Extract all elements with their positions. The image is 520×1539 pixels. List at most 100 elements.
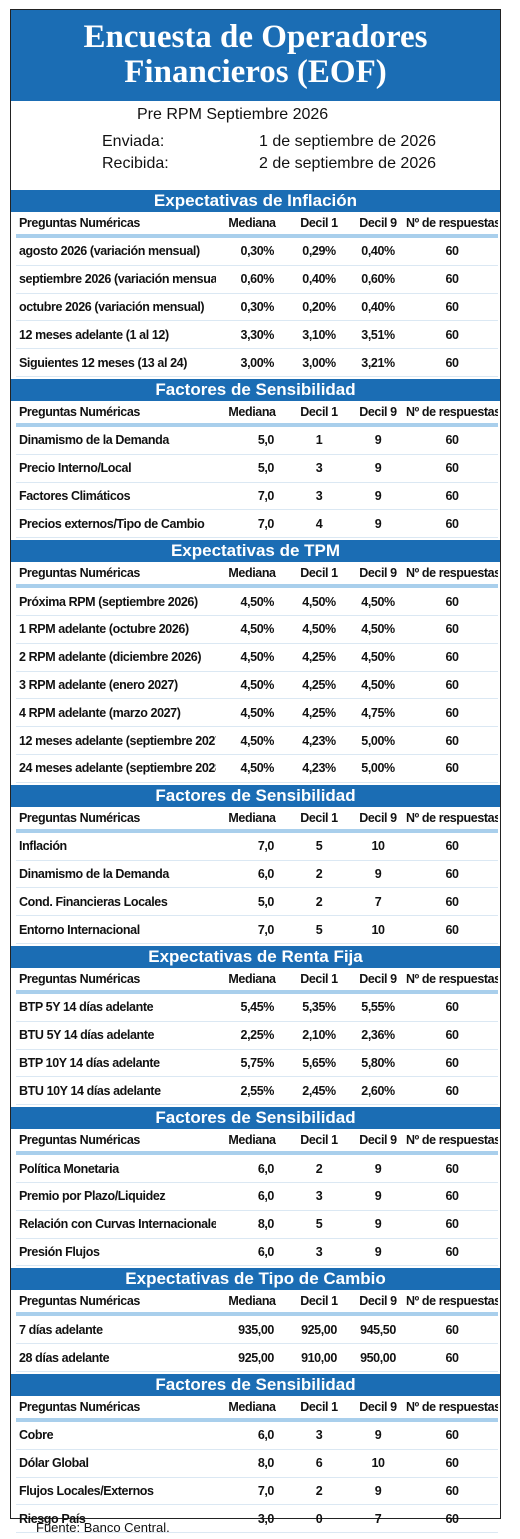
cell: 0,30% (216, 293, 288, 322)
cell: 945,50 (350, 1314, 406, 1345)
cell: 60 (406, 509, 498, 539)
cell: 60 (406, 424, 498, 455)
cell: 2 (288, 887, 350, 917)
sections: Expectativas de Inflación Preguntas Numér… (11, 190, 500, 1534)
section-title: Expectativas de Inflación (11, 190, 500, 212)
header-row: Preguntas Numéricas Mediana Decil 1 Decil 9… (16, 806, 498, 833)
cell: Dinamismo de la Demanda (16, 424, 216, 455)
column-header: Decil 9 (350, 212, 406, 238)
cell: 9 (350, 1477, 406, 1506)
row: Dinamismo de la Demanda 5,0 1 9 60 (16, 424, 498, 455)
row: Cond. Financieras Locales 5,0 2 7 60 (16, 887, 498, 917)
cell: 60 (406, 1343, 498, 1372)
cell: 4 RPM adelante (marzo 2027) (16, 698, 216, 728)
column-header: Decil 1 (288, 562, 350, 589)
cell: 60 (406, 1477, 498, 1506)
cell: 7,0 (216, 830, 288, 861)
meta: Pre RPM Septiembre 2026 Enviada: 1 de se… (11, 101, 500, 188)
cell: 10 (350, 1449, 406, 1478)
cell: 5,65% (288, 1049, 350, 1078)
cell: 950,00 (350, 1343, 406, 1372)
column-header: Decil 9 (350, 400, 406, 427)
cell: 2 RPM adelante (diciembre 2026) (16, 643, 216, 672)
sent-date: 1 de septiembre de 2026 (259, 133, 437, 150)
cell: 5,55% (350, 991, 406, 1022)
cell: Flujos Locales/Externos (16, 1477, 216, 1506)
cell: 9 (350, 1182, 406, 1211)
cell: Dólar Global (16, 1449, 216, 1478)
section-table: Preguntas Numéricas Mediana Decil 1 Decil 9… (16, 1290, 498, 1372)
header-row: Preguntas Numéricas Mediana Decil 1 Decil 9… (16, 1129, 498, 1156)
cell: 8,0 (216, 1449, 288, 1478)
cell: 6,0 (216, 1419, 288, 1450)
cell: 3 RPM adelante (enero 2027) (16, 671, 216, 700)
cell: BTU 10Y 14 días adelante (16, 1076, 216, 1106)
column-header: Mediana (216, 1395, 288, 1422)
sent-label: Enviada: (102, 133, 165, 150)
row: 24 meses adelante (septiembre 2028) 4,50%… (16, 754, 498, 783)
column-header: Decil 9 (350, 1290, 406, 1317)
cell: 60 (406, 236, 498, 266)
cell: 9 (350, 424, 406, 455)
cell: 6,0 (216, 1182, 288, 1211)
cell: 4,25% (288, 671, 350, 700)
cell: 4,25% (288, 643, 350, 672)
row: 2 RPM adelante (diciembre 2026) 4,50% 4,25… (16, 643, 498, 672)
received-label: Recibida: (102, 155, 169, 172)
cell: 9 (350, 1238, 406, 1267)
cell: 60 (406, 698, 498, 728)
cell: 2,45% (288, 1076, 350, 1106)
column-header: Decil 1 (288, 1395, 350, 1422)
cell: 4,50% (350, 615, 406, 644)
cell: Factores Climáticos (16, 482, 216, 511)
cell: 7,0 (216, 915, 288, 944)
cell: Inflación (16, 830, 216, 861)
row: Premio por Plazo/Liquidez 6,0 3 9 60 (16, 1182, 498, 1211)
thead: Preguntas Numéricas Mediana Decil 1 Decil 9… (16, 400, 498, 427)
column-header: Mediana (216, 212, 288, 238)
section-title: Expectativas de Tipo de Cambio (11, 1268, 500, 1291)
cell: 5,00% (350, 726, 406, 755)
header-row: Preguntas Numéricas Mediana Decil 1 Decil 9… (16, 562, 498, 589)
row: Entorno Internacional 7,0 5 10 60 (16, 915, 498, 944)
cell: 3 (288, 1182, 350, 1211)
thead: Preguntas Numéricas Mediana Decil 1 Decil 9… (16, 1395, 498, 1422)
cell: 4,50% (288, 615, 350, 644)
column-header: Nº de respuestas (406, 212, 498, 238)
cell: 60 (406, 1504, 498, 1534)
cell: 0,40% (350, 236, 406, 266)
cell: 60 (406, 1049, 498, 1078)
cell: 4,50% (216, 698, 288, 728)
cell: 4,50% (350, 671, 406, 700)
cell: 60 (406, 1021, 498, 1050)
cell: 3 (288, 1419, 350, 1450)
column-header: Nº de respuestas (406, 562, 498, 589)
tbody: agosto 2026 (variación mensual) 0,30% 0,29… (16, 236, 498, 377)
thead: Preguntas Numéricas Mediana Decil 1 Decil 9… (16, 1290, 498, 1317)
cell: 0,40% (350, 293, 406, 322)
cell: 6,0 (216, 860, 288, 889)
cell: 60 (406, 1314, 498, 1345)
cell: BTP 5Y 14 días adelante (16, 991, 216, 1022)
row: Cobre 6,0 3 9 60 (16, 1419, 498, 1450)
cell: 60 (406, 586, 498, 616)
column-header: Decil 9 (350, 1395, 406, 1422)
cell: 9 (350, 482, 406, 511)
thead: Preguntas Numéricas Mediana Decil 1 Decil 9… (16, 1129, 498, 1156)
cell: 9 (350, 1153, 406, 1183)
cell: 7 (350, 1504, 406, 1534)
cell: septiembre 2026 (variación mensual) (16, 265, 216, 294)
cell: 4,50% (216, 754, 288, 783)
tbody: Cobre 6,0 3 9 60 Dólar Global 8,0 6 10 60 Flujos L… (16, 1419, 498, 1534)
column-header: Decil 1 (288, 212, 350, 238)
cell: 60 (406, 454, 498, 483)
cell: 910,00 (288, 1343, 350, 1372)
header-row: Preguntas Numéricas Mediana Decil 1 Decil 9… (16, 967, 498, 994)
cell: 60 (406, 830, 498, 861)
cell: 925,00 (216, 1343, 288, 1372)
cell: Cobre (16, 1419, 216, 1450)
tbody: Próxima RPM (septiembre 2026) 4,50% 4,50% 4… (16, 586, 498, 783)
section-table: Preguntas Numéricas Mediana Decil 1 Decil 9… (16, 562, 498, 783)
column-header: Mediana (216, 562, 288, 589)
